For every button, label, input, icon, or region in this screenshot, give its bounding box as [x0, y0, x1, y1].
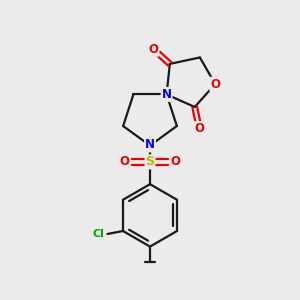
Text: O: O [194, 122, 204, 135]
Text: N: N [162, 88, 172, 101]
Text: N: N [145, 138, 155, 152]
Text: O: O [148, 43, 158, 56]
Text: Cl: Cl [93, 229, 104, 239]
Text: O: O [210, 78, 220, 91]
Text: O: O [171, 155, 181, 168]
Text: S: S [146, 155, 154, 168]
Text: O: O [119, 155, 129, 168]
